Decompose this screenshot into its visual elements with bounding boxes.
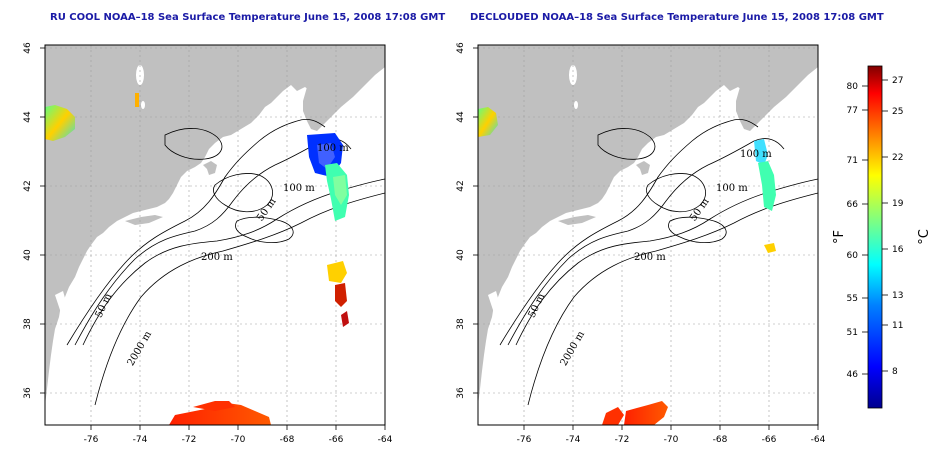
colorbar-f-tick: 71 [847,156,858,166]
x-tick: -72 [182,435,197,445]
x-tick: -76 [84,435,99,445]
y-tick: 36 [23,387,33,399]
x-tick: -68 [713,435,728,445]
y-tick: 42 [456,180,466,191]
y-tick: 40 [456,249,466,261]
contour-label-200m: 200 m [201,252,233,263]
y-tick: 46 [23,42,33,54]
colorbar-f-tick: 66 [847,200,859,210]
x-tick: -76 [517,435,532,445]
colorbar-c-tick: 8 [892,367,898,377]
colorbar-c-tick: 13 [892,291,903,301]
colorbar-c-tick: 22 [892,153,903,163]
x-tick: -68 [280,435,295,445]
colorbar-f-tick: 77 [847,106,858,116]
y-tick: 44 [23,111,33,123]
y-tick: 38 [456,318,466,330]
colorbar-f-tick: 80 [847,82,859,92]
x-tick: -66 [762,435,777,445]
contour-label-100m: 100 m [283,183,315,194]
colorbar-f-tick: 55 [847,294,858,304]
x-tick: -74 [566,435,581,445]
x-tick: -64 [811,435,826,445]
y-tick: 46 [456,42,466,54]
x-tick: -66 [329,435,344,445]
colorbar-c-tick: 25 [892,107,903,117]
sst-patches-right [478,107,776,425]
colorbar-unit-f: °F [832,230,847,244]
colorbar-unit-c: °C [917,229,932,245]
colorbar-f-tick: 60 [847,251,859,261]
right-map: 100 m 100 m 50 m 200 m 50 m 2000 m -76 -… [456,42,826,445]
y-tick: 40 [23,249,33,261]
colorbar-c-tick: 19 [892,199,904,209]
sst-patches-left [45,93,349,425]
y-tick: 42 [23,180,33,191]
x-tick: -70 [664,435,679,445]
colorbar-c-tick: 27 [892,76,903,86]
contour-label-100m-north: 100 m [740,149,772,160]
colorbar-c-tick: 16 [892,245,904,255]
colorbar: 80 77 71 66 60 55 51 46 27 25 22 19 16 1… [832,65,932,409]
left-map-title: RU COOL NOAA–18 Sea Surface Temperature … [50,12,446,23]
x-tick: -74 [133,435,148,445]
contour-label-100m-north: 100 m [317,143,349,154]
y-tick: 38 [23,318,33,330]
x-tick: -64 [378,435,393,445]
y-tick: 36 [456,387,466,399]
contour-label-100m: 100 m [716,183,748,194]
left-map: 100 m 100 m 50 m 200 m 50 m 2000 m -76 -… [23,42,393,445]
contour-label-200m: 200 m [634,252,666,263]
colorbar-f-tick: 46 [847,370,859,380]
colorbar-f-tick: 51 [847,328,858,338]
colorbar-c-tick: 11 [892,321,903,331]
x-tick: -70 [231,435,246,445]
y-tick: 44 [456,111,466,123]
x-tick: -72 [615,435,630,445]
right-map-title: DECLOUDED NOAA–18 Sea Surface Temperatur… [470,12,884,23]
